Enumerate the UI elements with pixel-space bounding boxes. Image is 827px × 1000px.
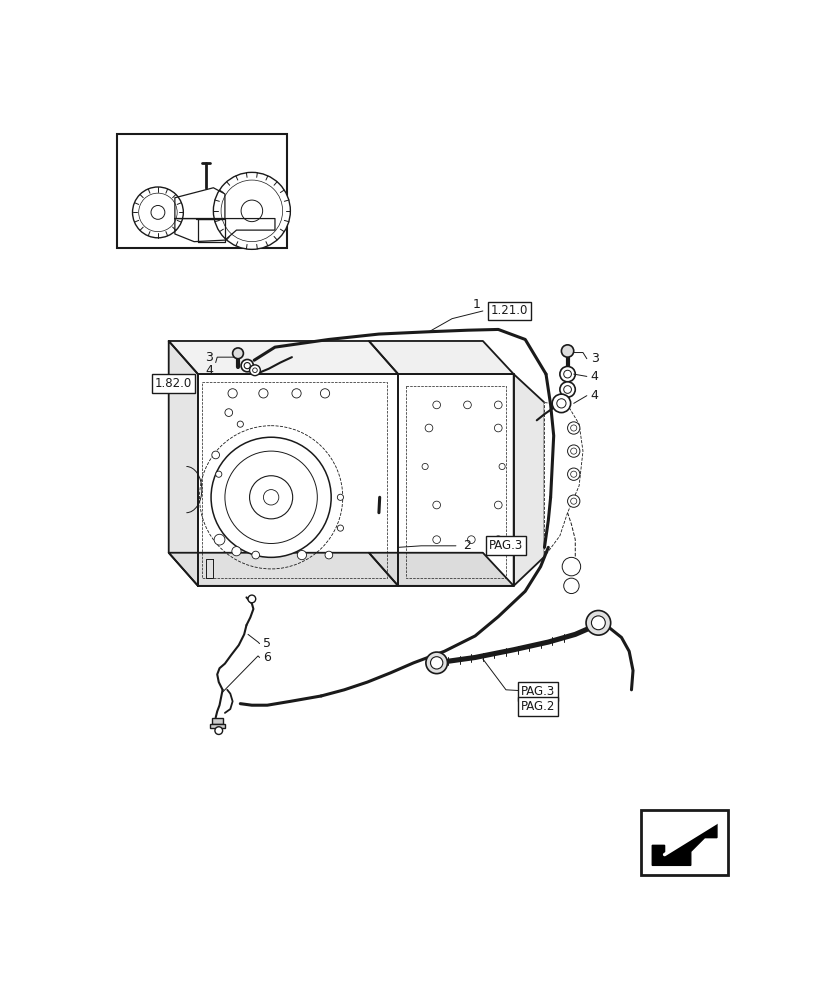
Circle shape (566, 422, 579, 434)
Circle shape (556, 399, 566, 408)
Circle shape (570, 471, 576, 477)
Circle shape (433, 536, 440, 544)
Circle shape (586, 610, 610, 635)
Circle shape (212, 451, 219, 459)
Text: 1.82.0: 1.82.0 (155, 377, 192, 390)
Circle shape (570, 498, 576, 504)
Circle shape (337, 494, 343, 500)
Circle shape (463, 401, 471, 409)
Text: 4: 4 (590, 370, 598, 383)
Polygon shape (398, 374, 513, 586)
Circle shape (213, 172, 290, 249)
Polygon shape (198, 219, 225, 242)
Circle shape (241, 200, 262, 222)
Text: 4: 4 (205, 364, 213, 377)
Circle shape (132, 187, 183, 238)
Text: 3: 3 (590, 352, 598, 365)
Circle shape (425, 652, 447, 674)
Bar (641, 810, 727, 875)
Circle shape (232, 348, 243, 359)
Text: PAG.3: PAG.3 (520, 685, 555, 698)
Circle shape (494, 536, 501, 544)
Circle shape (151, 205, 165, 219)
Bar (212, 718, 223, 724)
Polygon shape (544, 403, 582, 557)
Circle shape (562, 557, 580, 576)
Circle shape (214, 534, 225, 545)
Polygon shape (369, 553, 513, 586)
Circle shape (467, 536, 475, 544)
Text: 1.21.0: 1.21.0 (490, 304, 528, 317)
Polygon shape (174, 188, 225, 219)
Circle shape (433, 501, 440, 509)
Circle shape (494, 501, 501, 509)
Circle shape (259, 389, 268, 398)
Text: 1: 1 (472, 298, 480, 311)
Bar (209, 724, 225, 728)
Bar (117, 134, 286, 248)
Circle shape (215, 471, 222, 477)
Circle shape (552, 394, 570, 413)
Circle shape (211, 437, 331, 557)
Circle shape (563, 386, 571, 393)
Circle shape (566, 468, 579, 480)
Circle shape (559, 382, 575, 397)
Circle shape (249, 476, 292, 519)
Circle shape (215, 727, 222, 734)
Circle shape (251, 551, 259, 559)
Circle shape (590, 616, 605, 630)
Circle shape (325, 551, 332, 559)
Polygon shape (198, 374, 398, 586)
Polygon shape (169, 553, 398, 586)
Circle shape (430, 657, 442, 669)
Circle shape (292, 389, 301, 398)
Circle shape (424, 424, 433, 432)
Circle shape (433, 401, 440, 409)
Polygon shape (652, 822, 716, 865)
Circle shape (570, 425, 576, 431)
Circle shape (559, 366, 575, 382)
Circle shape (566, 495, 579, 507)
Text: 3: 3 (205, 351, 213, 364)
Circle shape (252, 368, 257, 373)
Text: 5: 5 (263, 637, 271, 650)
Circle shape (337, 525, 343, 531)
Circle shape (499, 463, 504, 470)
Circle shape (297, 550, 306, 560)
Circle shape (225, 451, 317, 544)
Text: PAG.2: PAG.2 (520, 700, 555, 713)
Circle shape (241, 359, 253, 372)
Text: PAG.3: PAG.3 (488, 539, 523, 552)
Circle shape (263, 490, 279, 505)
Polygon shape (513, 374, 544, 586)
Circle shape (227, 389, 237, 398)
Circle shape (570, 448, 576, 454)
Polygon shape (169, 341, 398, 374)
Circle shape (237, 421, 243, 427)
Text: 6: 6 (263, 651, 271, 664)
Circle shape (244, 363, 250, 369)
Circle shape (563, 370, 571, 378)
Text: 4: 4 (590, 389, 598, 402)
Circle shape (232, 547, 241, 556)
Circle shape (221, 180, 282, 242)
Circle shape (248, 595, 256, 603)
Circle shape (561, 345, 573, 357)
Circle shape (566, 445, 579, 457)
Polygon shape (169, 341, 198, 586)
Circle shape (494, 424, 501, 432)
Circle shape (563, 578, 578, 594)
Circle shape (249, 365, 260, 376)
Polygon shape (369, 341, 513, 374)
Circle shape (138, 193, 177, 232)
Polygon shape (174, 219, 275, 242)
Text: 2: 2 (463, 539, 471, 552)
Circle shape (422, 463, 428, 470)
Circle shape (494, 401, 501, 409)
Circle shape (320, 389, 329, 398)
Circle shape (225, 409, 232, 416)
